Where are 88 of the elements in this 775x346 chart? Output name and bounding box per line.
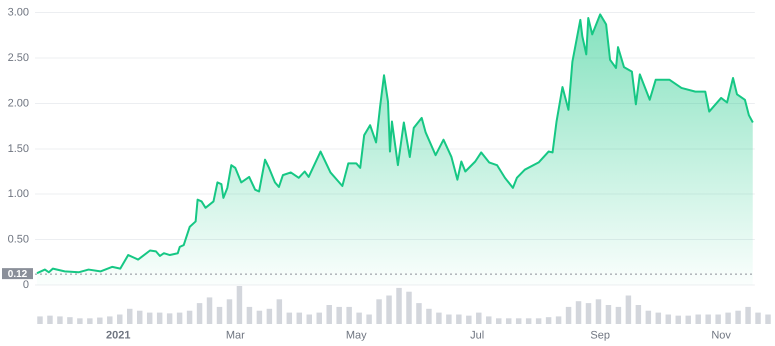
y-tick-label: 2.00 <box>8 97 29 110</box>
bar <box>446 314 452 324</box>
bar <box>616 306 622 324</box>
bar <box>705 314 711 324</box>
bar <box>466 316 472 324</box>
bar <box>586 303 592 324</box>
bar <box>296 312 302 324</box>
bar <box>576 301 582 324</box>
bar <box>636 305 642 324</box>
y-tick-label: 2.50 <box>8 52 29 64</box>
bar <box>506 318 512 324</box>
bar <box>216 306 222 324</box>
bar <box>286 312 292 324</box>
bar <box>146 312 152 324</box>
bar <box>386 296 392 324</box>
bar <box>366 314 372 324</box>
x-tick-label: Jul <box>470 330 484 342</box>
bar <box>376 299 382 324</box>
bar <box>765 314 771 324</box>
bar <box>97 318 103 324</box>
bar <box>646 310 652 324</box>
bar <box>566 306 572 324</box>
bar <box>695 314 701 324</box>
bar <box>107 316 113 324</box>
bar <box>256 310 262 324</box>
bar <box>606 305 612 324</box>
bar <box>735 310 741 324</box>
bar <box>725 312 731 324</box>
y-tick-label: 1.00 <box>8 188 29 200</box>
y-tick-label: 0.50 <box>8 234 29 246</box>
bar <box>755 312 761 324</box>
bar <box>156 312 162 324</box>
bar <box>306 314 312 324</box>
y-tick-label: 1.50 <box>8 142 29 155</box>
bar <box>426 308 432 324</box>
bar <box>37 316 43 324</box>
bar <box>77 318 83 324</box>
bar <box>416 303 422 324</box>
bar <box>556 316 562 324</box>
bar <box>326 305 332 324</box>
bar <box>166 313 172 324</box>
bar <box>676 316 681 324</box>
bar <box>666 314 672 324</box>
bar <box>67 317 73 324</box>
bar <box>87 318 93 324</box>
bar <box>316 312 322 324</box>
bar <box>236 286 242 324</box>
x-tick-label: 2021 <box>106 330 131 342</box>
bar <box>406 292 412 324</box>
bar <box>486 316 492 324</box>
y-tick-label: 0 <box>22 279 29 292</box>
bar <box>127 308 132 324</box>
bar <box>176 312 182 324</box>
bar <box>745 306 751 324</box>
bar <box>546 317 552 324</box>
bar <box>516 318 522 324</box>
bar <box>456 314 462 324</box>
bar <box>336 306 342 324</box>
x-tick-label: Mar <box>226 330 246 342</box>
bar <box>186 310 192 324</box>
bar <box>396 288 402 324</box>
bar <box>266 308 272 324</box>
x-tick-label: Sep <box>590 330 610 342</box>
bar <box>685 316 691 324</box>
bar <box>196 303 202 324</box>
bar <box>226 299 232 324</box>
bar <box>246 306 252 324</box>
bar <box>276 299 282 324</box>
bar <box>626 296 632 324</box>
bar <box>57 316 63 324</box>
bar <box>596 299 602 324</box>
bar <box>496 318 502 324</box>
bar <box>136 310 142 324</box>
bar <box>476 312 482 324</box>
x-tick-label: Nov <box>711 330 732 342</box>
bar <box>117 314 123 324</box>
bar <box>346 306 352 324</box>
y-tick-label: 3.00 <box>8 6 29 19</box>
bar <box>526 318 532 324</box>
bar <box>656 312 662 324</box>
bar <box>715 314 721 324</box>
bar <box>536 318 542 324</box>
bar <box>206 297 212 324</box>
x-tick-label: May <box>346 330 368 342</box>
bar <box>47 316 53 324</box>
bar <box>436 312 442 324</box>
bar <box>356 312 362 324</box>
ref-line-label: 0.12 <box>8 268 28 280</box>
